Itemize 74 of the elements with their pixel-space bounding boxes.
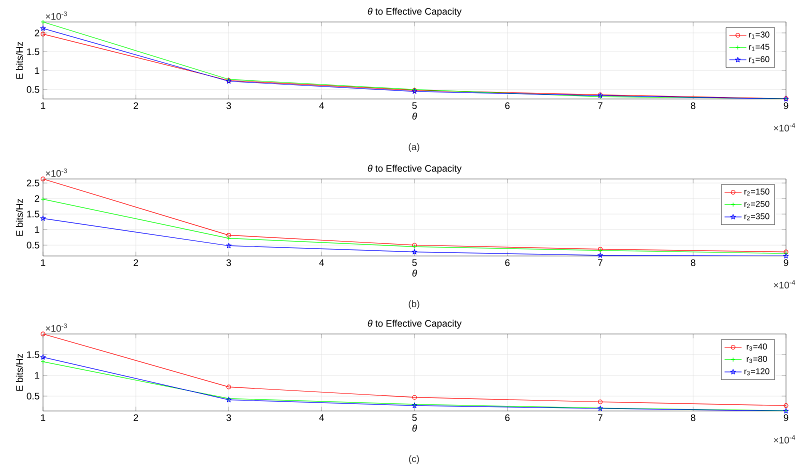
x-tick-label: 2: [134, 102, 138, 109]
x-tick-label: 4: [319, 259, 324, 266]
legend-label: r$_{2}$=350: [744, 213, 770, 220]
x-tick-label: 9: [784, 259, 788, 266]
point: [597, 252, 604, 258]
y-tick-label: 2.5: [26, 180, 40, 186]
y-tick-label: 1.5: [27, 48, 40, 56]
x-tick-label: 9: [784, 414, 788, 422]
y-tick-label: 0.5: [26, 242, 40, 248]
x-axis-title: θ: [412, 424, 417, 432]
legend-label: r$_{1}$=60: [749, 56, 770, 64]
x-tick-label: 4: [319, 414, 324, 421]
point: [226, 384, 232, 390]
chart-title: θ to Effective Capacity: [368, 320, 462, 329]
y-tick-label: 1: [35, 226, 40, 233]
x-tick-label: 9: [784, 102, 788, 110]
y-tick-label: 0.5: [26, 392, 40, 400]
point: [226, 232, 232, 238]
text: (a): [408, 143, 420, 152]
y-tick-label: 1.5: [27, 351, 40, 358]
x-tick-label: 6: [505, 414, 510, 422]
text: (b): [408, 300, 420, 310]
legend-label: r$_{1}$=30: [749, 32, 770, 38]
y-axis-title: E bits/Hz: [16, 42, 23, 79]
legend-label: r$_{1}$=45: [749, 44, 770, 51]
y-tick-label: 2: [34, 30, 40, 36]
x-tick-label: 5: [412, 102, 417, 109]
x-tick-label: 3: [226, 414, 231, 422]
text: (c): [409, 455, 419, 464]
x-axis-title: θ: [412, 270, 417, 277]
x-tick-label: 3: [226, 102, 231, 110]
x-tick-label: 7: [598, 259, 602, 266]
text: ×10$^{-4}$: [774, 280, 796, 288]
text: ×10$^{-3}$: [46, 168, 67, 177]
x-tick-label: 4: [319, 102, 324, 109]
x-axis-title: θ: [412, 112, 417, 120]
legend-label: r$_{2}$=150: [744, 188, 770, 196]
text: ×10$^{-4}$: [774, 123, 796, 132]
x-tick-label: 5: [412, 414, 417, 421]
text: ×10$^{-3}$: [46, 323, 67, 332]
x-tick-label: 7: [598, 414, 602, 421]
point: [598, 400, 603, 404]
point: [412, 395, 417, 400]
y-tick-label: 1: [35, 67, 40, 74]
x-tick-label: 6: [505, 102, 510, 110]
x-tick-label: 5: [412, 259, 417, 266]
x-tick-label: 1: [41, 414, 46, 421]
y-tick-label: 1: [35, 372, 40, 379]
x-tick-label: 2: [134, 259, 138, 266]
chart-title: θ to Effective Capacity: [368, 8, 462, 17]
x-tick-label: 8: [690, 102, 696, 110]
y-axis-title: E bits/Hz: [16, 198, 23, 236]
x-tick-label: 8: [690, 414, 696, 422]
x-tick-label: 1: [41, 259, 46, 266]
point: [40, 354, 46, 360]
text: ×10$^{-3}$: [46, 11, 67, 20]
y-tick-label: 2: [34, 195, 40, 202]
legend-label: r$_{2}$=250: [744, 200, 770, 208]
chart-title: θ to Effective Capacity: [368, 164, 462, 174]
x-tick-label: 3: [226, 259, 231, 266]
text: ×10$^{-4}$: [774, 435, 796, 444]
x-tick-label: 7: [598, 102, 602, 109]
legend-label: r$_{3}$=80: [746, 356, 767, 363]
point: [226, 242, 232, 248]
x-tick-label: 1: [41, 102, 46, 109]
point: [412, 249, 418, 254]
y-tick-label: 1.5: [27, 210, 40, 218]
legend-label: r$_{3}$=40: [746, 344, 767, 351]
x-tick-label: 2: [134, 414, 138, 421]
x-tick-label: 6: [505, 259, 510, 266]
y-tick-label: 0.5: [26, 86, 40, 93]
legend-label: r$_{3}$=120: [744, 368, 770, 376]
x-tick-label: 8: [690, 259, 696, 266]
y-axis-title: E bits/Hz: [16, 354, 23, 391]
